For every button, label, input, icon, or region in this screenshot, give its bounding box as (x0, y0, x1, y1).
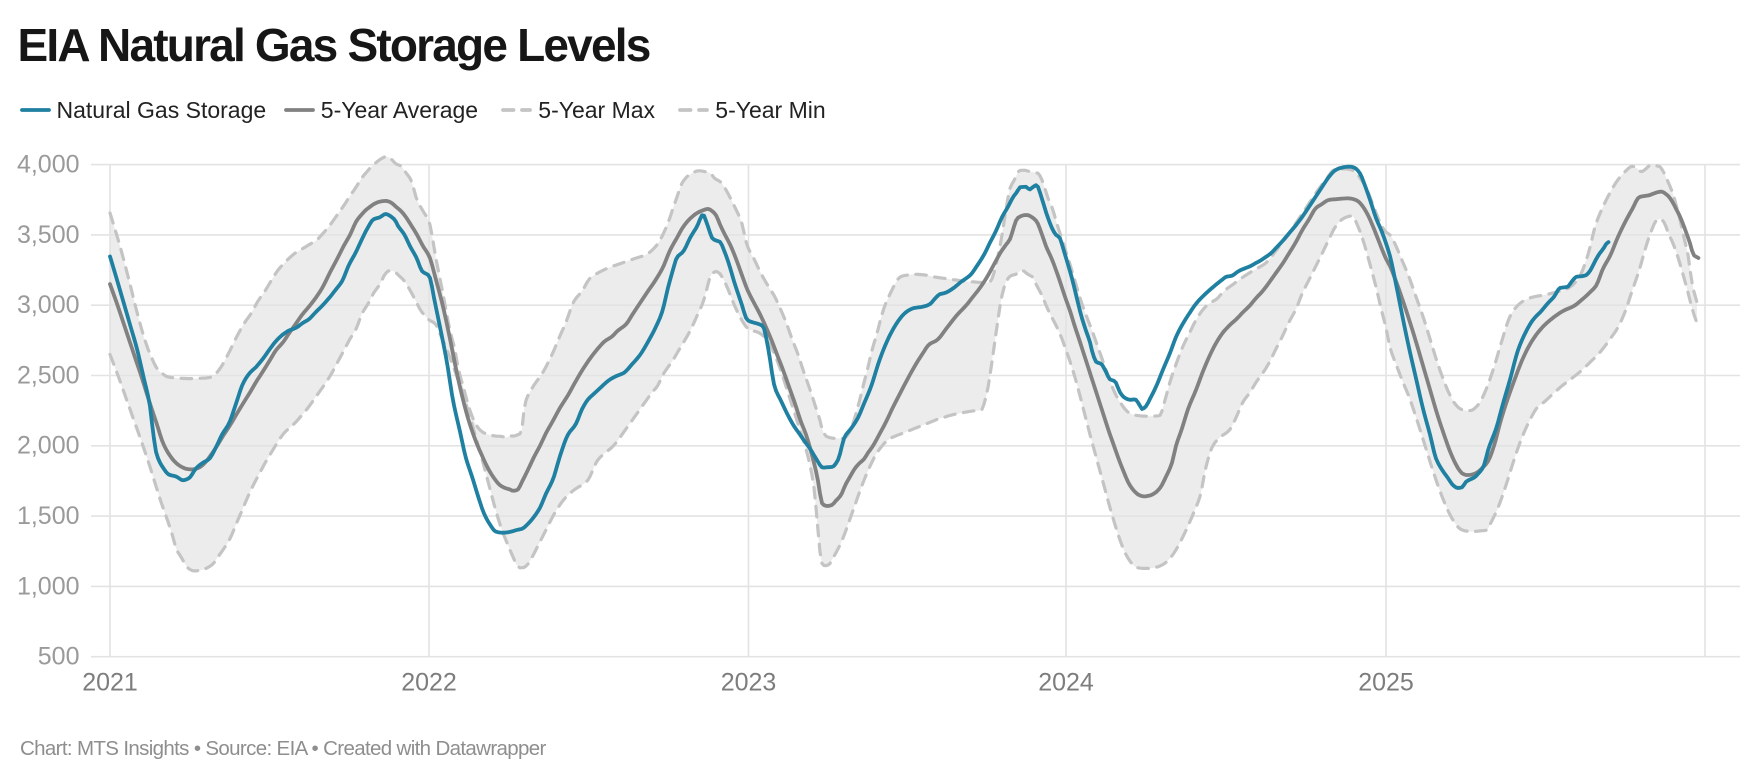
svg-text:3,000: 3,000 (17, 291, 80, 319)
svg-text:1,000: 1,000 (17, 572, 80, 600)
svg-text:3,500: 3,500 (17, 221, 80, 249)
svg-text:2022: 2022 (401, 669, 457, 697)
svg-text:2023: 2023 (721, 669, 777, 697)
svg-text:1,500: 1,500 (17, 502, 80, 530)
svg-text:2,500: 2,500 (17, 361, 80, 389)
svg-text:500: 500 (38, 643, 80, 671)
svg-text:4,000: 4,000 (17, 151, 80, 179)
svg-text:2024: 2024 (1038, 669, 1094, 697)
svg-text:2,000: 2,000 (17, 432, 80, 460)
svg-text:2021: 2021 (82, 669, 138, 697)
svg-text:2025: 2025 (1358, 669, 1414, 697)
